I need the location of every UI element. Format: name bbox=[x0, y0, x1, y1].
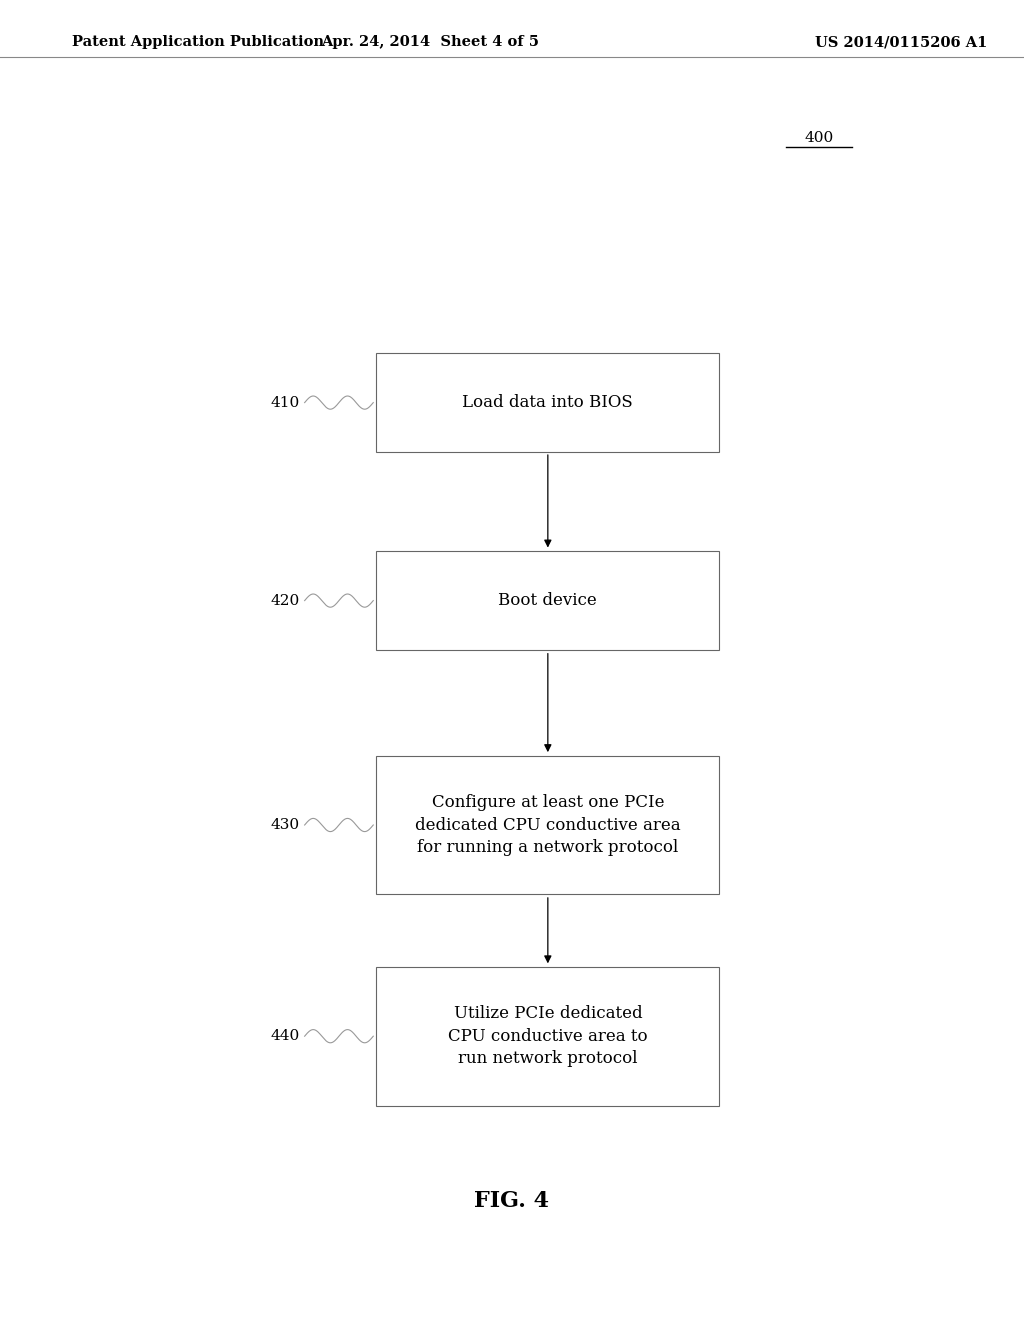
Bar bbox=[377, 552, 720, 649]
Text: Load data into BIOS: Load data into BIOS bbox=[463, 395, 633, 411]
Bar bbox=[377, 966, 720, 1106]
Text: Patent Application Publication: Patent Application Publication bbox=[72, 36, 324, 49]
Text: 400: 400 bbox=[805, 131, 834, 145]
Text: Boot device: Boot device bbox=[499, 593, 597, 609]
Bar bbox=[377, 354, 720, 451]
Text: Utilize PCIe dedicated
CPU conductive area to
run network protocol: Utilize PCIe dedicated CPU conductive ar… bbox=[449, 1006, 647, 1067]
Text: FIG. 4: FIG. 4 bbox=[474, 1191, 550, 1212]
Text: 430: 430 bbox=[270, 818, 300, 832]
Text: Configure at least one PCIe
dedicated CPU conductive area
for running a network : Configure at least one PCIe dedicated CP… bbox=[415, 795, 681, 855]
Bar bbox=[377, 755, 720, 895]
Text: 420: 420 bbox=[270, 594, 300, 607]
Text: 440: 440 bbox=[270, 1030, 300, 1043]
Text: Apr. 24, 2014  Sheet 4 of 5: Apr. 24, 2014 Sheet 4 of 5 bbox=[322, 36, 539, 49]
Text: 410: 410 bbox=[270, 396, 300, 409]
Text: US 2014/0115206 A1: US 2014/0115206 A1 bbox=[815, 36, 987, 49]
